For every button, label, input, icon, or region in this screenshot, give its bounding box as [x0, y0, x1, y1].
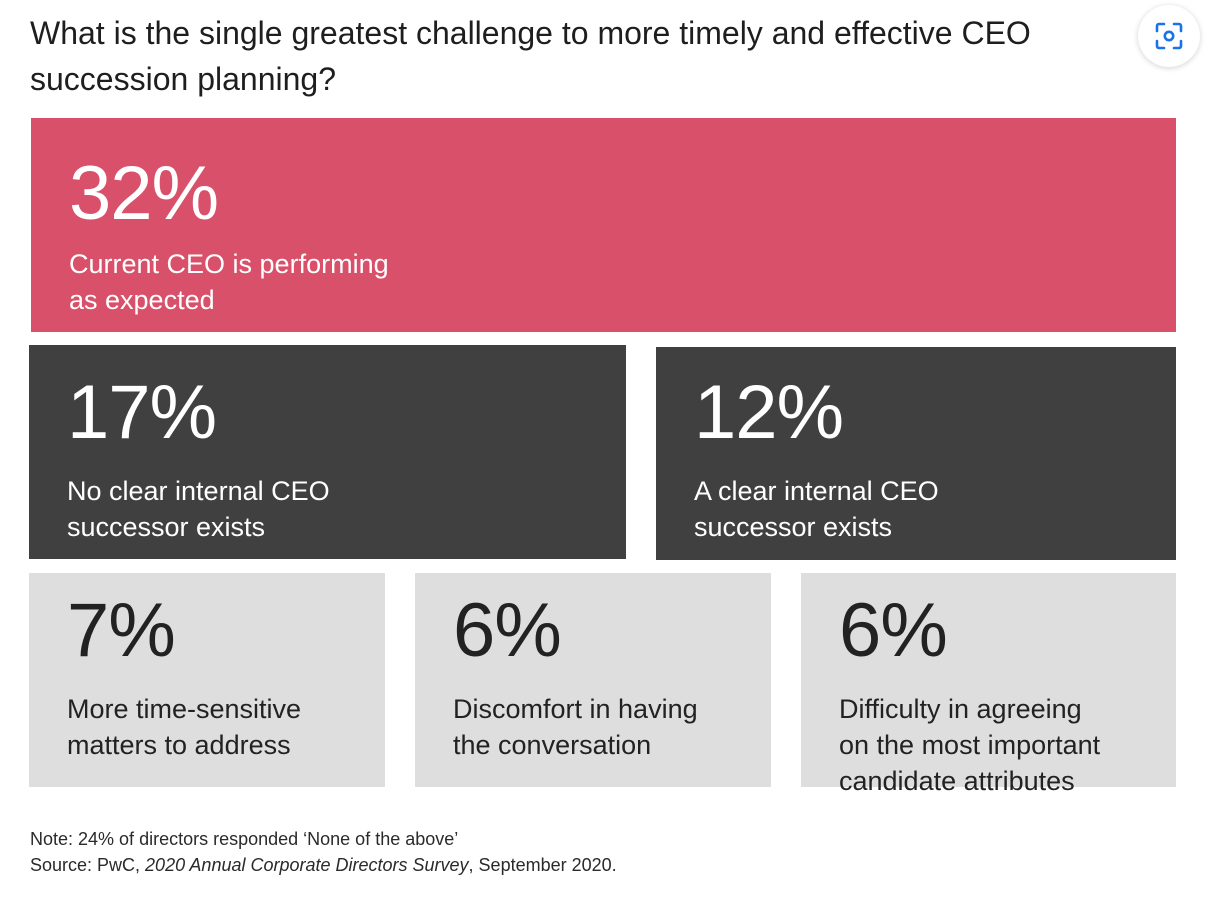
tile-current-ceo-performing: 32% Current CEO is performing as expecte… — [31, 118, 1176, 332]
tile-difficulty-agreeing: 6% Difficulty in agreeing on the most im… — [801, 573, 1176, 796]
tile-label: More time-sensitive matters to address — [67, 694, 302, 760]
tile-value: 17% — [67, 370, 217, 455]
tile-value: 12% — [694, 370, 844, 455]
source-suffix: , September 2020. — [468, 855, 617, 875]
tile-value: 6% — [453, 588, 562, 673]
footnote: Note: 24% of directors responded ‘None o… — [30, 826, 617, 878]
visual-search-button[interactable] — [1138, 5, 1200, 67]
tile-discomfort-conversation: 6% Discomfort in having the conversation — [415, 573, 771, 787]
tile-label: A clear internal CEO successor exists — [694, 476, 939, 542]
tile-value: 6% — [839, 588, 948, 673]
tile-label: Current CEO is performing as expected — [69, 249, 389, 315]
tile-label: No clear internal CEO successor exists — [67, 476, 330, 542]
tile-label: Difficulty in agreeing on the most impor… — [839, 694, 1101, 796]
footnote-note: Note: 24% of directors responded ‘None o… — [30, 829, 459, 849]
visual-search-icon — [1155, 22, 1183, 50]
tile-time-sensitive-matters: 7% More time-sensitive matters to addres… — [29, 573, 385, 787]
source-title: 2020 Annual Corporate Directors Survey — [145, 855, 469, 875]
chart-title: What is the single greatest challenge to… — [30, 15, 1031, 97]
tile-value: 7% — [67, 588, 176, 673]
tile-value: 32% — [69, 151, 219, 236]
source-prefix: Source: PwC, — [30, 855, 146, 875]
footnote-source: Source: PwC, 2020 Annual Corporate Direc… — [30, 852, 617, 878]
tile-no-clear-successor: 17% No clear internal CEO successor exis… — [29, 345, 626, 559]
tile-clear-successor: 12% A clear internal CEO successor exist… — [656, 347, 1176, 560]
tile-label: Discomfort in having the conversation — [453, 694, 698, 760]
